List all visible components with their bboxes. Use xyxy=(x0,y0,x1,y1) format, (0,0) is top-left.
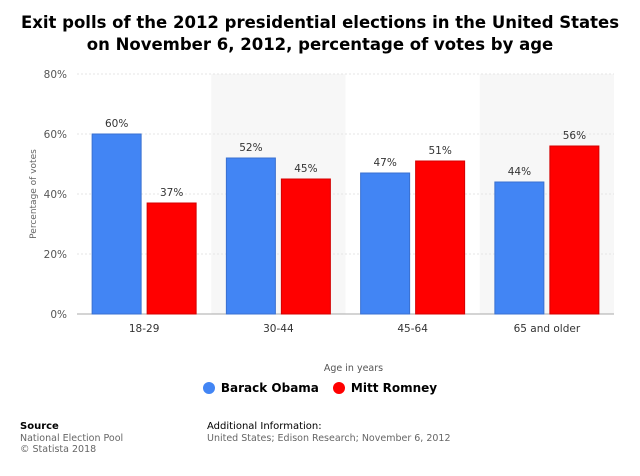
x-tick-label-30-44: 30-44 xyxy=(263,323,294,335)
additional-info-text: United States; Edison Research; November… xyxy=(207,433,451,444)
additional-info-block: Additional Information: United States; E… xyxy=(207,421,451,444)
legend: Barack Obama Mitt Romney xyxy=(0,381,640,395)
legend-dot-obama xyxy=(202,382,215,394)
bar-barack-obama-65-and-older xyxy=(494,181,545,315)
source-line-1[interactable]: National Election Pool xyxy=(20,433,124,444)
bar-barack-obama-45-64 xyxy=(360,172,411,315)
y-tick-label-80: 80% xyxy=(44,69,67,81)
legend-item-obama[interactable]: Barack Obama xyxy=(202,381,319,395)
chart-title: Exit polls of the 2012 presidential elec… xyxy=(20,13,620,54)
data-label-barack-obama-65-and-older: 44% xyxy=(508,166,531,178)
data-label-barack-obama-45-64: 47% xyxy=(373,157,396,169)
y-tick-label-20: 20% xyxy=(44,249,67,261)
data-label-barack-obama-18-29: 60% xyxy=(105,118,128,130)
legend-label-romney: Mitt Romney xyxy=(350,381,438,395)
legend-item-romney[interactable]: Mitt Romney xyxy=(332,381,438,395)
data-label-mitt-romney-45-64: 51% xyxy=(428,145,451,157)
x-axis-label: Age in years xyxy=(324,363,383,374)
y-tick-label-60: 60% xyxy=(44,129,67,141)
bar-mitt-romney-65-and-older xyxy=(549,145,600,315)
y-axis-label: Percentage of votes xyxy=(29,149,39,239)
data-label-mitt-romney-65-and-older: 56% xyxy=(563,130,586,142)
y-tick-label-0: 0% xyxy=(50,309,67,321)
legend-label-obama: Barack Obama xyxy=(220,381,319,395)
bar-mitt-romney-45-64 xyxy=(415,160,466,315)
source-heading: Source xyxy=(20,421,59,432)
data-label-mitt-romney-30-44: 45% xyxy=(294,163,317,175)
bar-barack-obama-30-44 xyxy=(225,157,276,315)
source-line-2: © Statista 2018 xyxy=(20,444,97,455)
bar-mitt-romney-18-29 xyxy=(146,202,197,315)
bar-barack-obama-18-29 xyxy=(91,133,142,315)
data-label-mitt-romney-18-29: 37% xyxy=(160,187,183,199)
bar-mitt-romney-30-44 xyxy=(280,178,331,315)
additional-info-heading: Additional Information: xyxy=(207,421,322,432)
x-tick-label-45-64: 45-64 xyxy=(397,323,428,335)
legend-dot-romney xyxy=(332,382,345,394)
x-tick-label-18-29: 18-29 xyxy=(129,323,160,335)
y-tick-label-40: 40% xyxy=(44,189,67,201)
x-tick-label-65-and-older: 65 and older xyxy=(514,323,581,335)
source-block: Source National Election Pool © Statista… xyxy=(20,421,123,455)
data-label-barack-obama-30-44: 52% xyxy=(239,142,262,154)
